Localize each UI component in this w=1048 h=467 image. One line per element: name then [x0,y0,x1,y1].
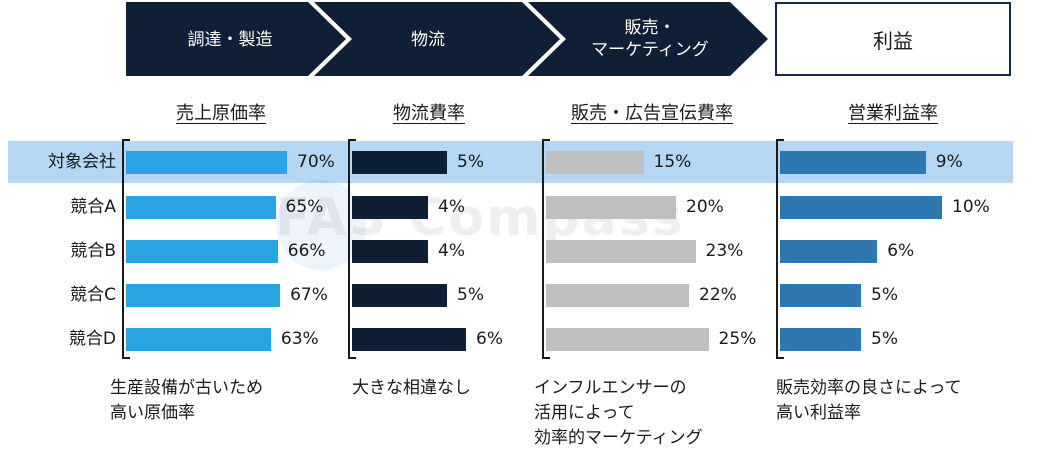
category-label: 競合D [68,329,116,349]
bar [126,328,271,351]
bar [352,328,466,351]
bar [352,284,447,307]
data-label: 63% [280,329,319,349]
bar [126,284,281,307]
step-label-logistics: 物流 [411,30,445,50]
data-label: 6% [476,329,503,349]
data-label: 25% [718,329,757,349]
data-label: 5% [871,329,898,349]
data-label: 10% [952,197,990,217]
data-label: 15% [653,152,692,172]
bar [780,151,926,174]
panel-note: インフルエンサーの 活用によって 効率的マーケティング [534,378,703,448]
chevron-sales-marketing [528,2,768,76]
panel-title: 販売・広告宣伝費率 [571,103,733,124]
profit-box: 利益 [775,2,1011,76]
panel-note: 大きな相違なし [352,378,471,398]
data-label: 66% [287,241,326,261]
data-label: 5% [457,152,484,172]
bar [546,196,676,219]
panel-note: 販売効率の良さによって 高い利益率 [776,378,962,423]
data-label: 23% [705,241,744,261]
bar [352,151,447,174]
bar [780,328,861,351]
step-label-procurement: 調達・製造 [187,30,273,50]
category-label: 競合C [70,285,116,305]
category-label: 対象会社 [48,152,116,172]
data-label: 67% [290,285,328,305]
bar [780,240,878,263]
bar [546,240,696,263]
chevron-logistics [314,2,560,76]
bar [126,196,276,219]
data-label: 4% [438,241,465,261]
data-label: 6% [887,241,915,261]
data-label: 20% [686,197,724,217]
data-label: 5% [871,285,898,305]
bar [352,240,428,263]
process-chevrons [126,2,768,76]
bar [780,196,942,219]
chevron-procurement [126,2,346,76]
panel-note: 生産設備が古いため 高い原価率 [110,378,263,423]
bar [780,284,861,307]
bar [126,240,278,263]
panel-axis-bracket [122,139,130,359]
bar [352,196,428,219]
panel-title: 物流費率 [393,103,465,124]
data-label: 70% [297,152,335,172]
bar [546,151,644,174]
data-label: 22% [699,285,737,305]
data-label: 9% [935,152,963,172]
data-label: 4% [438,197,465,217]
panel-axis-bracket [348,139,356,359]
panel-title: 営業利益率 [848,103,938,124]
category-label: 競合A [70,197,116,217]
watermark-logo-icon [276,180,366,270]
panel-axis-bracket [542,139,550,359]
bar [546,328,709,351]
data-label: 5% [457,285,484,305]
bar [546,284,689,307]
panel-title: 売上原価率 [176,103,266,124]
data-label: 65% [285,197,324,217]
category-label: 競合B [70,241,116,261]
bar [126,151,287,174]
panel-axis-bracket [776,139,784,359]
step-label-sales-marketing: 販売・ マーケティング [591,18,709,60]
